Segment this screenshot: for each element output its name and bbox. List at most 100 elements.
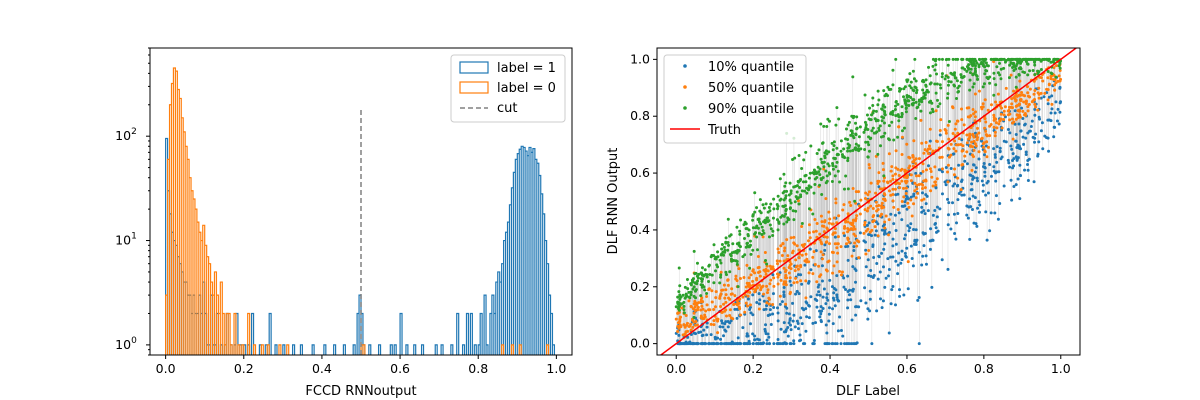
scatter-point [893, 213, 897, 217]
scatter-point [897, 211, 901, 215]
scatter-point [827, 319, 831, 323]
scatter-point [858, 212, 862, 216]
scatter-point [1016, 143, 1020, 147]
scatter-point [1017, 113, 1021, 117]
scatter-point [997, 122, 1001, 126]
scatter-point [800, 222, 804, 225]
scatter-point [909, 86, 913, 90]
scatter-point [903, 204, 907, 208]
scatter-point [833, 342, 837, 346]
scatter-point [1014, 183, 1018, 187]
scatter-point [691, 287, 695, 291]
scatter-point [947, 155, 951, 159]
scatter-point [831, 167, 835, 171]
scatter-point [977, 131, 981, 135]
scatter-point [751, 279, 755, 283]
scatter-point [700, 296, 704, 300]
scatter-y-tick-label: 0.0 [630, 336, 650, 351]
scatter-point [1012, 164, 1016, 168]
scatter-point [1033, 140, 1037, 144]
scatter-point [724, 273, 728, 277]
scatter-point [846, 258, 850, 262]
scatter-point [972, 221, 976, 225]
scatter-point [953, 182, 957, 186]
scatter-point [973, 70, 977, 74]
scatter-point [986, 108, 990, 112]
scatter-point [834, 201, 838, 205]
scatter-point [894, 228, 898, 232]
scatter-point [891, 193, 895, 197]
scatter-point [823, 248, 827, 252]
scatter-point [864, 191, 868, 195]
scatter-point [994, 179, 998, 183]
scatter-point [744, 285, 748, 289]
scatter-point [697, 272, 701, 276]
scatter-point [847, 293, 851, 297]
scatter-point [883, 131, 887, 135]
scatter-point [1009, 144, 1013, 148]
scatter-point [957, 192, 961, 196]
scatter-point [965, 57, 969, 61]
scatter-point [818, 173, 822, 177]
scatter-point [678, 319, 682, 323]
scatter-point [763, 329, 767, 333]
scatter-point [896, 102, 900, 106]
scatter-point [1036, 108, 1040, 112]
scatter-point [705, 303, 709, 307]
scatter-point [756, 226, 760, 230]
scatter-point [744, 342, 748, 346]
scatter-point [1033, 102, 1037, 106]
scatter-point [953, 139, 957, 143]
scatter-point [957, 163, 961, 167]
scatter-point [689, 293, 693, 297]
scatter-point [696, 279, 700, 283]
scatter-point [909, 244, 913, 248]
scatter-point [1026, 91, 1030, 95]
scatter-point [800, 189, 804, 193]
scatter-point [831, 164, 835, 168]
scatter-point [746, 244, 750, 248]
scatter-point [900, 153, 904, 157]
scatter-point [832, 140, 836, 144]
truth-line [659, 48, 1078, 355]
scatter-point [744, 301, 748, 305]
scatter-point [912, 242, 916, 246]
scatter-point [994, 83, 998, 87]
scatter-point [1014, 85, 1018, 89]
scatter-point [833, 174, 837, 178]
scatter-point [1014, 117, 1018, 121]
scatter-point [737, 342, 741, 346]
scatter-point [866, 258, 870, 262]
scatter-point [876, 89, 880, 93]
scatter-point [797, 256, 801, 260]
scatter-point [873, 233, 877, 237]
scatter-point [896, 272, 900, 276]
scatter-point [944, 183, 948, 187]
scatter-point [960, 178, 964, 182]
scatter-point [762, 308, 766, 312]
scatter-point [899, 168, 903, 172]
scatter-point [952, 83, 956, 87]
scatter-point [835, 146, 839, 150]
scatter-point [914, 228, 918, 232]
scatter-point [993, 57, 997, 61]
scatter-point [751, 293, 755, 297]
scatter-point [882, 179, 886, 183]
scatter-point [817, 148, 821, 152]
scatter-point [1058, 69, 1062, 72]
scatter-point [962, 193, 966, 197]
scatter-point [1029, 125, 1033, 129]
scatter-point [759, 288, 763, 292]
scatter-point [986, 191, 990, 195]
scatter-point [965, 213, 969, 217]
scatter-plot-area [659, 48, 1078, 355]
scatter-point [789, 328, 793, 332]
scatter-point [915, 106, 919, 110]
scatter-point [907, 166, 911, 170]
scatter-point [778, 198, 782, 202]
scatter-point [984, 61, 988, 65]
scatter-point [924, 90, 928, 94]
scatter-point [783, 304, 787, 308]
scatter-x-tick-label: 0.8 [974, 361, 994, 376]
